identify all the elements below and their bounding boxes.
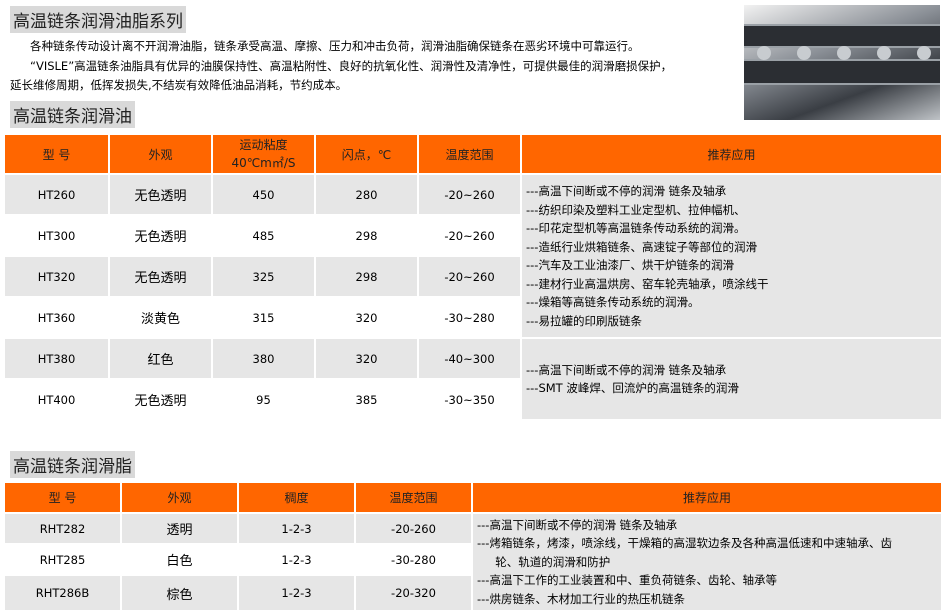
- oil-table: 型 号 外观 运动粘度 40℃m㎡/S 闪点，℃ 温度范围 推荐应用 HT260 无…: [3, 133, 943, 421]
- application-cell: ---高温下间断或不停的润滑 链条及轴承 ---SMT 波峰焊、回流炉的高温链条的…: [522, 339, 941, 419]
- col-temp-range: 温度范围: [419, 135, 520, 173]
- flash-point: 298: [316, 216, 417, 255]
- model: RHT282: [5, 514, 120, 543]
- appearance: 红色: [110, 339, 211, 378]
- col-viscosity: 运动粘度 40℃m㎡/S: [213, 135, 314, 173]
- flash-point: 320: [316, 298, 417, 337]
- model: HT260: [5, 175, 108, 214]
- table-row: HT360 淡黄色 315 320 -30~280: [5, 298, 941, 337]
- application-cell: ---高温下间断或不停的润滑 链条及轴承 ---烤箱链条，烤漆，喷涂线，干燥箱的高…: [473, 514, 941, 610]
- temp-range: -20-260: [356, 514, 471, 543]
- table-row: HT320 无色透明 325 298 -20~260: [5, 257, 941, 296]
- temp-range: -20~260: [419, 216, 520, 255]
- col-consistency: 稠度: [239, 483, 354, 512]
- appearance: 白色: [122, 545, 237, 574]
- intro-line: “VISLE”高温链条油脂具有优异的油膜保持性、高温粘附性、良好的抗氧化性、润滑…: [30, 59, 673, 73]
- temp-range: -40~300: [419, 339, 520, 378]
- appearance: 淡黄色: [110, 298, 211, 337]
- flash-point: 298: [316, 257, 417, 296]
- intro-line: 延长维修周期，低挥发损失,不结炭有效降低油品消耗，节约成本。: [10, 78, 348, 92]
- col-application: 推荐应用: [522, 135, 941, 173]
- viscosity: 380: [213, 339, 314, 378]
- col-temp-range: 温度范围: [356, 483, 471, 512]
- section-heading-grease: 高温链条润滑脂: [10, 451, 135, 478]
- table-row: HT300 无色透明 485 298 -20~260: [5, 216, 941, 255]
- appearance: 透明: [122, 514, 237, 543]
- col-flash-point: 闪点，℃: [316, 135, 417, 173]
- grease-table: 型 号 外观 稠度 温度范围 推荐应用 RHT282 透明 1-2-3 -20-260…: [3, 481, 943, 612]
- flash-point: 385: [316, 380, 417, 419]
- temp-range: -30~350: [419, 380, 520, 419]
- temp-range: -30~280: [419, 298, 520, 337]
- col-application: 推荐应用: [473, 483, 941, 512]
- consistency: 1-2-3: [239, 545, 354, 574]
- col-model: 型 号: [5, 135, 108, 173]
- viscosity: 450: [213, 175, 314, 214]
- table-row: HT400 无色透明 95 385 -30~350: [5, 380, 941, 419]
- col-model: 型 号: [5, 483, 120, 512]
- temp-range: -30-280: [356, 545, 471, 574]
- flash-point: 320: [316, 339, 417, 378]
- temp-range: -20~260: [419, 175, 520, 214]
- appearance: 无色透明: [110, 175, 211, 214]
- flash-point: 280: [316, 175, 417, 214]
- table-row: RHT285 白色 1-2-3 -30-280: [5, 545, 941, 574]
- consistency: 1-2-3: [239, 514, 354, 543]
- appearance: 无色透明: [110, 216, 211, 255]
- section-heading-oil: 高温链条润滑油: [10, 101, 135, 128]
- model: HT320: [5, 257, 108, 296]
- appearance: 棕色: [122, 576, 237, 610]
- model: RHT286B: [5, 576, 120, 610]
- viscosity: 485: [213, 216, 314, 255]
- table-row: RHT282 透明 1-2-3 -20-260 ---高温下间断或不停的润滑 链条及轴…: [5, 514, 941, 610]
- viscosity: 325: [213, 257, 314, 296]
- table-row: HT380 红色 380 320 -40~300 ---高温下间断或不停的润滑 链条及轴…: [5, 339, 941, 419]
- model: RHT285: [5, 545, 120, 574]
- table-row: RHT286B 棕色 1-2-3 -20-320: [5, 576, 941, 610]
- appearance: 无色透明: [110, 257, 211, 296]
- intro-line: 各种链条传动设计离不开润滑油脂，链条承受高温、摩擦、压力和冲击负荷，润滑油脂确保…: [30, 39, 640, 53]
- viscosity: 95: [213, 380, 314, 419]
- table-row: HT260 无色透明 450 280 -20~260 ---高温下间断或不停的润滑 链条…: [5, 175, 941, 337]
- temp-range: -20~260: [419, 257, 520, 296]
- model: HT380: [5, 339, 108, 378]
- application-cell: ---高温下间断或不停的润滑 链条及轴承 ---纺织印染及塑料工业定型机、拉伸幅机…: [522, 175, 941, 337]
- chain-image: [744, 5, 940, 120]
- consistency: 1-2-3: [239, 576, 354, 610]
- viscosity: 315: [213, 298, 314, 337]
- col-appearance: 外观: [122, 483, 237, 512]
- model: HT360: [5, 298, 108, 337]
- appearance: 无色透明: [110, 380, 211, 419]
- page-title: 高温链条润滑油脂系列: [10, 6, 186, 33]
- model: HT400: [5, 380, 108, 419]
- temp-range: -20-320: [356, 576, 471, 610]
- col-appearance: 外观: [110, 135, 211, 173]
- model: HT300: [5, 216, 108, 255]
